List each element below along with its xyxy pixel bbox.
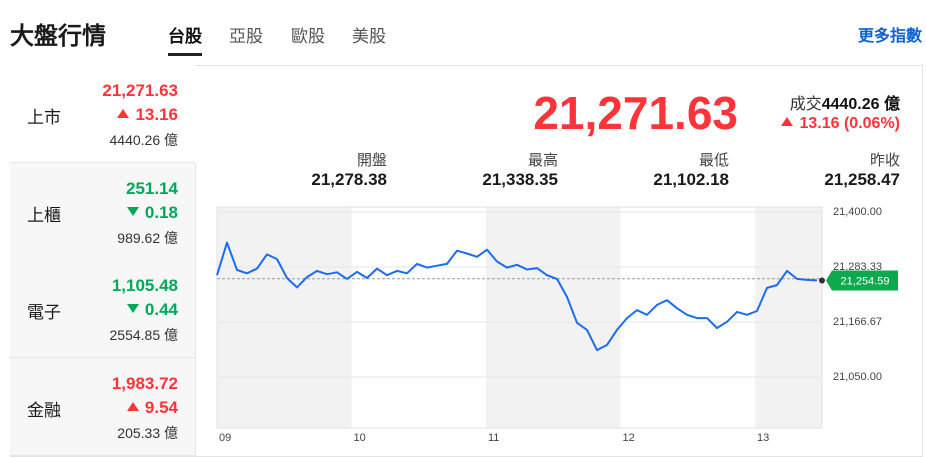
stat-value: 21,258.47: [824, 170, 900, 189]
x-tick-label: 09: [219, 432, 231, 444]
stat-label: 最低: [698, 152, 729, 169]
arrow: [117, 109, 130, 118]
market-name: 金融: [27, 400, 61, 420]
change-text: 0.44: [144, 300, 178, 319]
page-title: 大盤行情: [10, 23, 106, 50]
arrow: [126, 304, 139, 313]
y-tick-label: 21,400.00: [833, 206, 882, 218]
tab[interactable]: 台股: [168, 22, 202, 56]
x-tick-label: 10: [354, 432, 366, 444]
stat-value: 21,338.35: [482, 170, 558, 189]
change-text: 13.16 (0.06%): [799, 115, 900, 132]
y-tick-label: 21,050.00: [833, 371, 882, 383]
x-tick-label: 12: [623, 432, 635, 444]
market-row[interactable]: 電子 1,105.48 0.44 2554.85 億: [10, 260, 196, 358]
more-link[interactable]: 更多指數: [857, 28, 922, 45]
market-change: 0.18: [126, 202, 178, 223]
tab[interactable]: 亞股: [229, 27, 263, 46]
volume-label: 成交: [789, 96, 822, 113]
y-tick-label: 21,166.67: [833, 316, 882, 328]
tab[interactable]: 歐股: [291, 27, 325, 46]
market-price: 1,105.48: [111, 276, 178, 295]
last-point: [819, 277, 825, 284]
day-band: [755, 207, 822, 428]
arrow: [126, 206, 139, 216]
plot-frame: [216, 206, 823, 429]
stat-label: 昨收: [869, 152, 900, 169]
market-name: 上市: [27, 108, 61, 127]
market-volume: 2554.85 億: [109, 327, 179, 343]
quote-volume: 成交4440.26 億: [790, 90, 900, 114]
last-tag: [826, 270, 898, 291]
market-row[interactable]: 上市 21,271.63 13.16 4440.26 億: [10, 65, 195, 163]
quote-price: 21,271.63: [533, 87, 738, 139]
change-text: 0.18: [144, 202, 178, 222]
arrow: [781, 117, 794, 126]
market-change: 0.44: [126, 300, 178, 320]
arrow: [126, 401, 139, 411]
tab[interactable]: 美股: [352, 27, 386, 46]
market-row[interactable]: 上櫃 251.14 0.18 989.62 億: [10, 162, 196, 261]
market-name: 上櫃: [27, 205, 61, 225]
quote-change: 13.16 (0.06%): [781, 115, 900, 133]
last-label: 21,254.59: [841, 275, 890, 287]
market-name: 電子: [27, 303, 61, 322]
market-volume: 205.33 億: [117, 424, 178, 441]
change-text: 13.16: [135, 105, 178, 124]
market-volume: 989.62 億: [117, 229, 178, 246]
stat-value: 21,102.18: [653, 170, 729, 189]
market-price: 1,983.72: [111, 373, 178, 393]
market-volume: 4440.26 億: [109, 132, 179, 148]
market-price: 21,271.63: [102, 81, 178, 100]
day-band: [217, 207, 352, 428]
day-band: [486, 207, 621, 428]
stat-label: 開盤: [356, 152, 387, 169]
market-row[interactable]: 金融 1,983.72 9.54 205.33 億: [10, 357, 196, 456]
price-line: [216, 241, 818, 352]
change-text: 9.54: [144, 397, 178, 417]
volume-value: 4440.26 億: [821, 96, 900, 113]
market-change: 13.16: [117, 105, 178, 125]
stat-value: 21,278.38: [311, 170, 387, 189]
market-change: 9.54: [126, 397, 178, 418]
stat-label: 最高: [527, 152, 558, 169]
market-price: 251.14: [126, 178, 178, 198]
y-tick-label: 21,283.33: [833, 261, 882, 273]
x-tick-label: 13: [757, 432, 769, 444]
x-tick-label: 11: [488, 432, 499, 444]
